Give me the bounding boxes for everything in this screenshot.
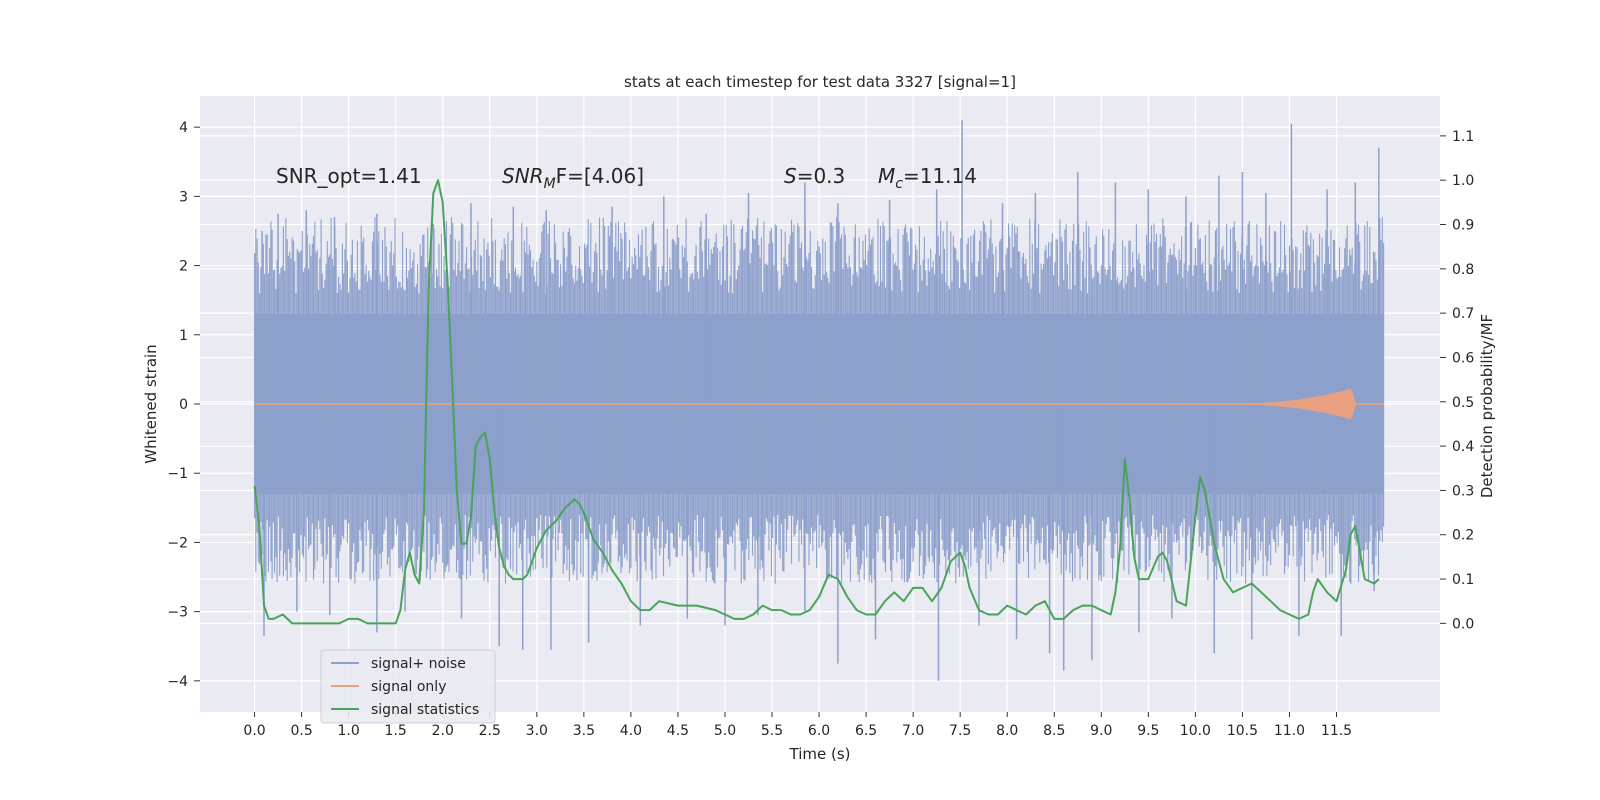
x-tick-label: 5.0 [714, 723, 736, 739]
x-tick-label: 5.5 [761, 723, 783, 739]
x-tick-label: 11.5 [1321, 723, 1352, 739]
x-tick-label: 8.5 [1043, 723, 1065, 739]
y-tick-label: −1 [167, 466, 188, 482]
annotation-snr-mf-rest: F=[4.06] [556, 164, 644, 188]
legend-label-signal: signal only [371, 679, 446, 695]
x-tick-label: 1.0 [338, 723, 360, 739]
x-axis-ticks: 0.0 0.5 1.0 1.5 2.0 2.5 3.0 3.5 4.0 4.5 5.0 5.5 6.0 6… [243, 712, 1352, 739]
x-tick-label: 4.5 [667, 723, 689, 739]
signal-chirp [1217, 388, 1357, 420]
x-tick-label: 3.0 [526, 723, 548, 739]
y2-tick-label: 1.1 [1452, 129, 1474, 145]
signal-series [254, 388, 1384, 420]
noise-texture [254, 217, 1385, 584]
x-tick-label: 2.0 [432, 723, 454, 739]
y2-tick-label: 0.8 [1452, 262, 1474, 278]
annotation-snr-mf: SNRMF=[4.06] [502, 164, 644, 192]
x-tick-label: 2.5 [479, 723, 501, 739]
y-tick-label: 1 [179, 328, 188, 344]
x-tick-label: 6.0 [808, 723, 830, 739]
y2-axis-label: Detection probability/MF [1478, 314, 1496, 498]
annotation-snr-mf-sub: M [544, 176, 556, 192]
y-tick-label: 0 [179, 397, 188, 413]
y2-tick-label: 0.4 [1452, 439, 1474, 455]
y2-tick-label: 0.2 [1452, 528, 1474, 544]
annotation-s: S=0.3 [784, 164, 845, 188]
y-tick-label: 3 [179, 189, 188, 205]
x-tick-label: 11.0 [1274, 723, 1305, 739]
y2-tick-label: 0.0 [1452, 616, 1474, 632]
x-tick-label: 10.5 [1227, 723, 1258, 739]
annotation-snr-mf-main: SNR [502, 164, 544, 188]
x-tick-label: 4.0 [620, 723, 642, 739]
x-tick-label: 0.0 [243, 723, 265, 739]
stats-series [253, 179, 1380, 625]
y2-tick-label: 0.3 [1452, 483, 1474, 499]
annotation-s-value: =0.3 [797, 164, 846, 188]
annotation-snr-opt: SNR_opt=1.41 [276, 164, 422, 188]
x-tick-label: 8.0 [996, 723, 1018, 739]
annotation-mc-value: =11.14 [903, 164, 977, 188]
y2-axis-ticks: 1.1 1.0 0.9 0.8 0.7 0.6 0.5 0.4 0.3 0.2 0.1 0.0 [1440, 129, 1474, 632]
legend-label-noise: signal+ noise [371, 656, 466, 672]
y-tick-label: −4 [167, 674, 188, 690]
y2-tick-label: 0.6 [1452, 350, 1474, 366]
x-tick-label: 6.5 [855, 723, 877, 739]
x-axis-label: Time (s) [789, 745, 851, 763]
y-axis-label: Whitened strain [142, 344, 160, 463]
legend-box [320, 649, 496, 724]
y2-tick-label: 1.0 [1452, 173, 1474, 189]
annotation-mc-sub: c [895, 176, 903, 192]
chart-title: stats at each timestep for test data 332… [624, 73, 1016, 91]
legend: signal+ noise signal only signal statist… [320, 649, 496, 724]
y2-tick-label: 0.1 [1452, 572, 1474, 588]
y2-tick-label: 0.5 [1452, 395, 1474, 411]
stats-line [253, 179, 1380, 625]
x-tick-label: 7.5 [949, 723, 971, 739]
y2-tick-label: 0.7 [1452, 306, 1474, 322]
x-tick-label: 0.5 [290, 723, 312, 739]
y-tick-label: −3 [167, 605, 188, 621]
x-tick-label: 7.0 [902, 723, 924, 739]
annotation-s-var: S [784, 164, 797, 188]
x-tick-label: 3.5 [573, 723, 595, 739]
annotation-mc: Mc=11.14 [878, 164, 977, 192]
y-tick-label: 4 [179, 120, 188, 136]
annotation-mc-var: M [878, 164, 895, 188]
y2-tick-label: 0.9 [1452, 218, 1474, 234]
x-tick-label: 9.0 [1090, 723, 1112, 739]
x-tick-label: 10.0 [1180, 723, 1211, 739]
x-tick-label: 1.5 [385, 723, 407, 739]
y-tick-label: −2 [167, 535, 188, 551]
legend-label-stats: signal statistics [371, 702, 479, 718]
y-axis-ticks: 4 3 2 1 0 −1 −2 −3 −4 [167, 120, 200, 690]
y-tick-label: 2 [179, 259, 188, 275]
x-tick-label: 9.5 [1137, 723, 1159, 739]
